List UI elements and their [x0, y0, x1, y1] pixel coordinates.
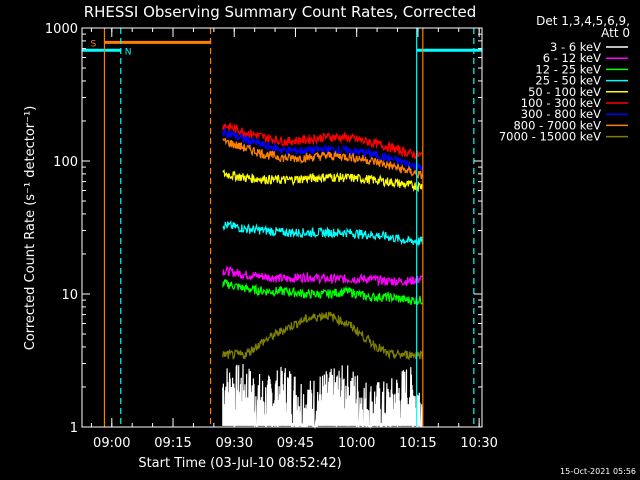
legend-entry-label: 50 - 100 keV	[528, 85, 601, 99]
annotations: SN	[82, 28, 482, 427]
legend-header-line-2: Att 0	[601, 26, 630, 40]
series-line	[222, 265, 423, 287]
x-tick-label: 09:45	[277, 436, 314, 451]
night-flag-label: N	[125, 47, 132, 57]
legend-entry-label: 7000 - 15000 keV	[499, 130, 601, 144]
legend-entry-label: 25 - 50 keV	[535, 74, 601, 88]
y-tick-label: 10	[61, 288, 78, 303]
series-line	[222, 169, 423, 193]
legend-entry-label: 6 - 12 keV	[543, 51, 601, 65]
plot-frame	[81, 27, 483, 428]
series-line	[222, 137, 423, 180]
x-axis: 09:00 09:15 09:30 09:45 10:00 10:15 10:30	[90, 28, 498, 451]
y-tick-label: 1000	[45, 22, 78, 37]
legend-entry-label: 100 - 300 keV	[521, 96, 601, 110]
x-tick-label: 09:00	[93, 436, 130, 451]
series-line	[222, 122, 423, 160]
x-axis-label: Start Time (03-Jul-10 08:52:42)	[138, 456, 341, 471]
legend-entry-label: 800 - 7000 keV	[513, 118, 601, 132]
x-tick-label: 10:30	[460, 436, 497, 451]
saa-flag-label: S	[90, 39, 96, 49]
plot-lines	[222, 122, 423, 430]
y-axis: 1 10 100 1000	[45, 22, 482, 436]
legend-entry-label: 3 - 6 keV	[550, 40, 601, 54]
legend-header-line-1: Det 1,3,4,5,6,9,	[536, 14, 630, 28]
x-tick-label: 09:15	[154, 436, 191, 451]
timestamp: 15-Oct-2021 05:56	[560, 467, 636, 476]
y-axis-label: Corrected Count Rate (s⁻¹ detector⁻¹)	[23, 106, 38, 351]
series-line	[222, 127, 423, 173]
series-line	[222, 279, 423, 306]
y-tick-label: 1	[70, 421, 78, 436]
series-line	[222, 311, 423, 361]
chart-title: RHESSI Observing Summary Count Rates, Co…	[84, 3, 477, 21]
legend-entry-label: 300 - 800 keV	[521, 107, 601, 121]
y-tick-label: 100	[53, 155, 78, 170]
x-tick-label: 10:15	[399, 436, 436, 451]
series-line	[222, 364, 423, 430]
x-tick-label: 10:00	[338, 436, 375, 451]
series-line	[222, 219, 423, 247]
legend-entry-label: 12 - 25 keV	[535, 62, 601, 76]
x-tick-label: 09:30	[216, 436, 253, 451]
